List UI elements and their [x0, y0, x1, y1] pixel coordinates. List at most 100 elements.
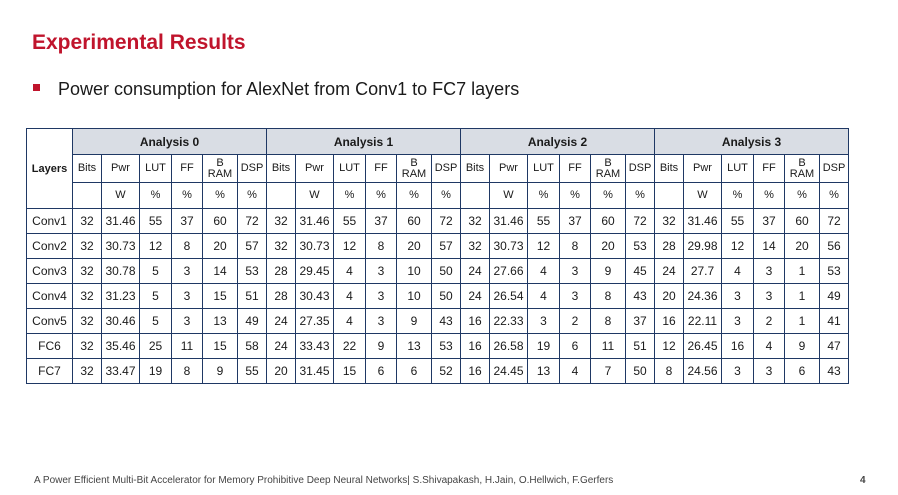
value-cell: 8: [559, 233, 591, 259]
value-cell: 3: [171, 308, 203, 334]
column-header: DSP: [625, 154, 655, 183]
analysis-group-header: Analysis 2: [460, 128, 655, 155]
value-cell: 12: [721, 233, 754, 259]
unit-cell: [460, 182, 490, 209]
value-cell: 16: [721, 333, 754, 359]
analysis-group-header: Analysis 0: [72, 128, 267, 155]
value-cell: 37: [171, 208, 203, 234]
value-cell: 72: [625, 208, 655, 234]
table-row: FC7 32 33.47 19 8 9 55 20 31.45 15 6 6 52 16 24.45 13 4 7…: [26, 358, 849, 384]
value-cell: 13: [396, 333, 432, 359]
value-cell: 37: [753, 208, 785, 234]
column-header: Bits: [266, 154, 296, 183]
value-cell: 57: [237, 233, 267, 259]
value-cell: 4: [721, 258, 754, 284]
value-cell: 3: [365, 283, 397, 309]
value-cell: 3: [753, 283, 785, 309]
value-cell: 22: [333, 333, 366, 359]
value-cell: 43: [819, 358, 849, 384]
value-cell: 19: [139, 358, 172, 384]
value-cell: 32: [266, 233, 296, 259]
value-cell: 3: [721, 308, 754, 334]
value-cell: 32: [72, 208, 102, 234]
unit-cell: [654, 182, 684, 209]
value-cell: 11: [171, 333, 203, 359]
value-cell: 8: [654, 358, 684, 384]
value-cell: 9: [365, 333, 397, 359]
value-cell: 10: [396, 258, 432, 284]
value-cell: 53: [819, 258, 849, 284]
value-cell: 14: [202, 258, 238, 284]
value-cell: 6: [396, 358, 432, 384]
column-header-row: Bits Pwr LUT FF B RAM DSP Bits Pwr LUT FF B RAM DSP…: [27, 154, 849, 183]
column-header: FF: [753, 154, 785, 183]
unit-cell: %: [527, 182, 560, 209]
value-cell: 16: [460, 358, 490, 384]
unit-cell: [72, 182, 102, 209]
layers-header: Layers: [26, 128, 73, 209]
value-cell: 3: [171, 283, 203, 309]
value-cell: 15: [333, 358, 366, 384]
value-cell: 8: [171, 233, 203, 259]
value-cell: 19: [527, 333, 560, 359]
unit-cell: %: [753, 182, 785, 209]
value-cell: 2: [559, 308, 591, 334]
layer-name-cell: FC6: [26, 333, 73, 359]
value-cell: 43: [625, 283, 655, 309]
value-cell: 31.45: [295, 358, 334, 384]
value-cell: 3: [559, 258, 591, 284]
value-cell: 11: [590, 333, 626, 359]
unit-cell: %: [784, 182, 820, 209]
column-header: LUT: [721, 154, 754, 183]
value-cell: 12: [654, 333, 684, 359]
value-cell: 24: [266, 308, 296, 334]
value-cell: 3: [753, 258, 785, 284]
value-cell: 26.54: [489, 283, 528, 309]
page-number: 4: [860, 475, 866, 486]
value-cell: 26.58: [489, 333, 528, 359]
value-cell: 31.46: [295, 208, 334, 234]
value-cell: 14: [753, 233, 785, 259]
value-cell: 20: [266, 358, 296, 384]
unit-cell: %: [139, 182, 172, 209]
value-cell: 37: [559, 208, 591, 234]
value-cell: 30.73: [295, 233, 334, 259]
column-header: LUT: [333, 154, 366, 183]
value-cell: 9: [202, 358, 238, 384]
layer-name-cell: Conv2: [26, 233, 73, 259]
value-cell: 15: [202, 283, 238, 309]
value-cell: 52: [431, 358, 461, 384]
value-cell: 72: [237, 208, 267, 234]
value-cell: 4: [527, 258, 560, 284]
value-cell: 33.43: [295, 333, 334, 359]
value-cell: 32: [654, 208, 684, 234]
value-cell: 37: [365, 208, 397, 234]
value-cell: 16: [460, 308, 490, 334]
value-cell: 24.45: [489, 358, 528, 384]
value-cell: 30.46: [101, 308, 140, 334]
value-cell: 31.46: [101, 208, 140, 234]
value-cell: 22.11: [683, 308, 722, 334]
value-cell: 8: [590, 283, 626, 309]
value-cell: 30.73: [101, 233, 140, 259]
value-cell: 5: [139, 283, 172, 309]
slide-title: Experimental Results: [32, 31, 246, 54]
value-cell: 16: [460, 333, 490, 359]
value-cell: 1: [784, 258, 820, 284]
value-cell: 8: [590, 308, 626, 334]
analysis-group-header: Analysis 1: [266, 128, 461, 155]
value-cell: 41: [819, 308, 849, 334]
value-cell: 28: [266, 258, 296, 284]
value-cell: 50: [625, 358, 655, 384]
unit-cell: %: [396, 182, 432, 209]
value-cell: 12: [527, 233, 560, 259]
value-cell: 3: [721, 358, 754, 384]
value-cell: 55: [333, 208, 366, 234]
value-cell: 5: [139, 308, 172, 334]
unit-cell: %: [431, 182, 461, 209]
bullet-text: Power consumption for AlexNet from Conv1…: [58, 79, 520, 99]
table-row: Conv1 32 31.46 55 37 60 72 32 31.46 55 37 60 72 32 31.…: [26, 208, 849, 234]
value-cell: 3: [753, 358, 785, 384]
value-cell: 31.46: [683, 208, 722, 234]
value-cell: 8: [365, 233, 397, 259]
